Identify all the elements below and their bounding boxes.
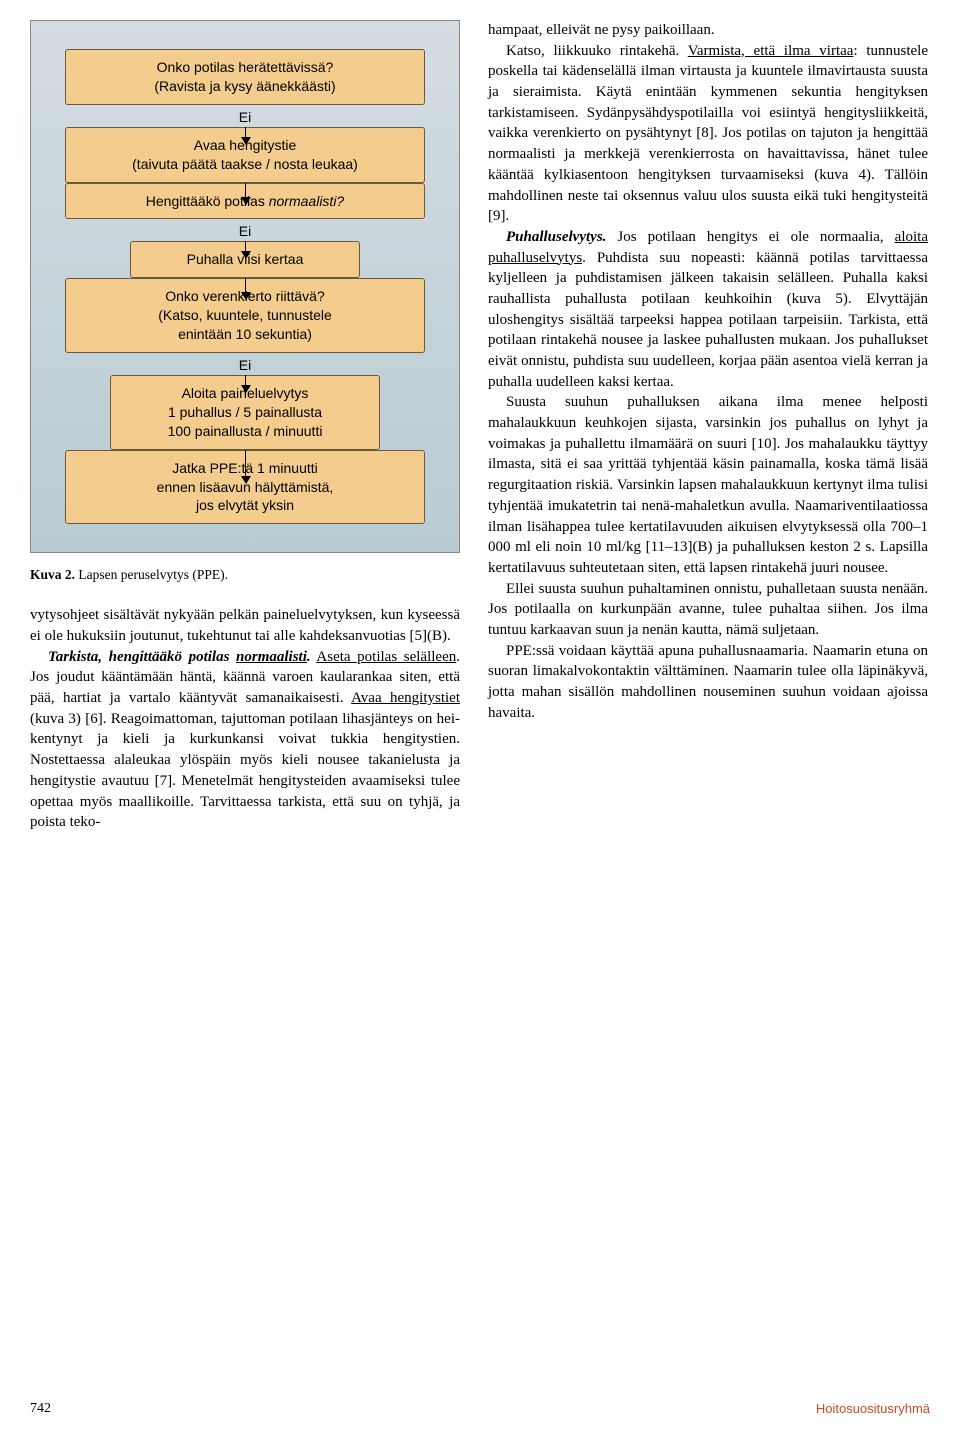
footer-group: Hoitosuositusryhmä: [816, 1401, 930, 1417]
figure-caption: Kuva 2. Lapsen peruselvytys (PPE).: [30, 567, 460, 583]
fc-label-ei-2: Ei: [239, 223, 251, 239]
fc-label-ei-1: Ei: [239, 109, 251, 125]
left-column-text: vytysohjeet sisältävät nykyään pelkän pa…: [30, 605, 460, 833]
page-footer: 742 Hoitosuositusryhmä: [30, 1401, 930, 1417]
right-column-text: hampaat, elleivät ne pysy paikoillaan. K…: [488, 20, 928, 723]
page-number: 742: [30, 1401, 51, 1417]
flowchart: Onko potilas herätettävissä? (Ravista ja…: [30, 20, 460, 553]
fc-box-1: Onko potilas herätettävissä? (Ravista ja…: [65, 49, 425, 105]
fc-label-ei-3: Ei: [239, 357, 251, 373]
